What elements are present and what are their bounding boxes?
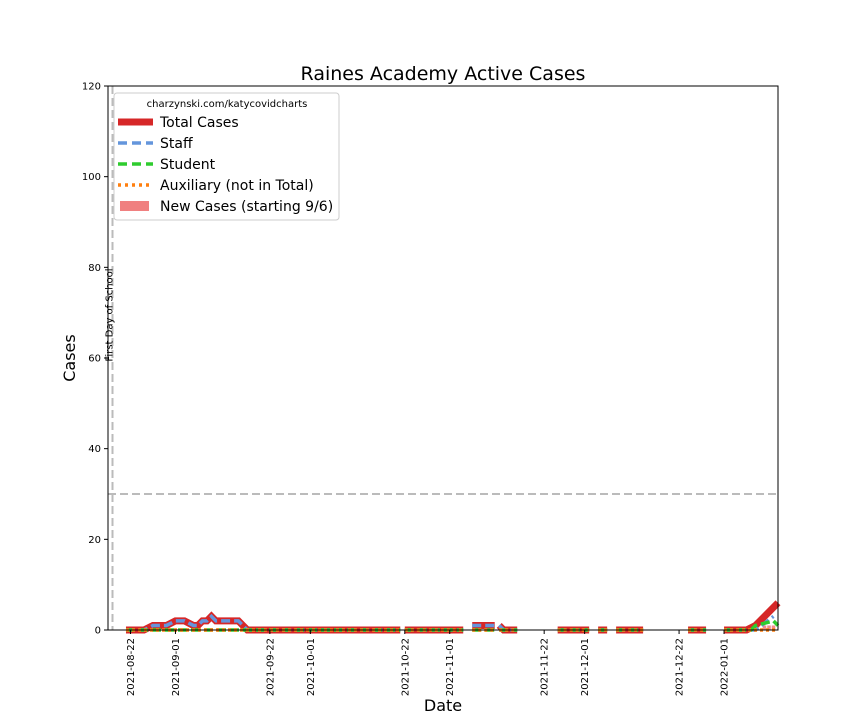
y-tick-label: 20 [88, 535, 101, 546]
new-cases-bar [767, 625, 771, 630]
legend: charzynski.com/katycovidcharts Total Cas… [113, 92, 340, 221]
x-axis: 2021-08-22 2021-09-01 2021-09-22 2021-10-01… [126, 630, 731, 696]
chart-title: Raines Academy Active Cases [301, 63, 586, 85]
legend-label: Auxiliary (not in Total) [160, 178, 314, 194]
legend-title: charzynski.com/katycovidcharts [147, 99, 308, 110]
legend-box [113, 92, 340, 221]
x-tick-label: 2021-09-22 [265, 638, 276, 696]
legend-label: Student [160, 157, 216, 173]
y-axis: 0 20 40 60 80 100 120 [82, 82, 108, 637]
new-cases-bar [771, 625, 776, 630]
legend-swatch [120, 201, 149, 211]
new-cases-bar [762, 625, 767, 630]
legend-label: Staff [160, 136, 193, 152]
y-tick-label: 60 [88, 354, 101, 365]
y-tick-label: 80 [88, 263, 101, 274]
first-day-label: First Day of School [104, 268, 115, 361]
x-tick-label: 2021-10-01 [306, 638, 317, 696]
x-tick-label: 2021-08-22 [126, 638, 137, 696]
x-tick-label: 2021-12-01 [580, 638, 591, 696]
y-tick-label: 120 [82, 82, 101, 93]
new-cases-bars [762, 625, 776, 630]
x-tick-label: 2021-11-01 [445, 638, 456, 696]
legend-items: Total Cases Staff Student Auxiliary (not in… [118, 115, 333, 215]
x-tick-label: 2021-12-22 [675, 638, 686, 696]
annotation-layer: First Day of School [104, 86, 778, 630]
x-tick-label: 2021-11-22 [540, 638, 551, 696]
x-axis-title: Date [424, 696, 462, 715]
y-axis-title: Cases [60, 334, 79, 382]
x-tick-label: 2021-10-22 [400, 638, 411, 696]
x-tick-label: 2021-09-01 [171, 638, 182, 696]
series-line-staff [125, 613, 401, 632]
legend-label: Total Cases [159, 115, 239, 131]
y-tick-label: 0 [95, 626, 101, 637]
legend-label: New Cases (starting 9/6) [160, 199, 333, 215]
y-tick-label: 40 [88, 444, 101, 455]
y-tick-label: 100 [82, 172, 101, 183]
x-tick-label: 2022-01-01 [720, 638, 731, 696]
